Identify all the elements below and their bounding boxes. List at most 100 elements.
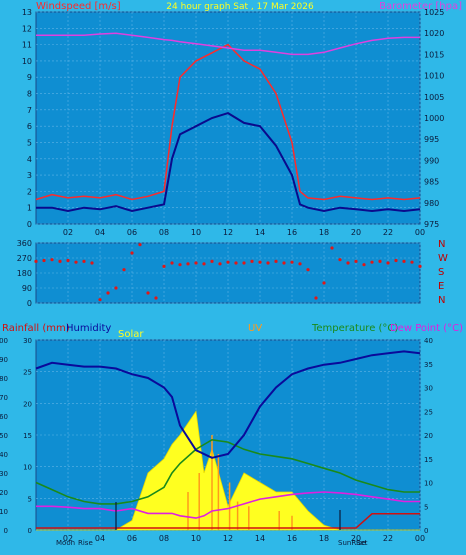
barometer-axis-label: Barometer [hpa] — [379, 1, 462, 12]
barometer-tick-label: 990 — [424, 156, 439, 165]
windspeed-tick-label: 3 — [27, 171, 32, 180]
windspeed-tick-label: 6 — [27, 122, 32, 131]
direction-point — [258, 260, 262, 264]
rainfall-tick-label: 20 — [0, 489, 8, 497]
rainfall-tick-label: 70 — [0, 394, 8, 402]
direction-point — [234, 261, 238, 265]
x-tick-label: 18 — [319, 534, 329, 543]
barometer-tick-label: 1020 — [424, 29, 444, 38]
direction-point — [282, 261, 286, 265]
direction-tick-label: 0 — [27, 299, 32, 308]
x-tick-label: 16 — [287, 228, 297, 237]
sun-moon-label: Rise — [78, 539, 93, 547]
direction-point — [122, 268, 126, 272]
x-tick-label: 20 — [351, 228, 361, 237]
x-tick-label: 04 — [95, 534, 105, 543]
rainfall-tick-label: 100 — [0, 337, 8, 345]
sun-moon-label: Set — [356, 539, 368, 547]
direction-point — [378, 259, 382, 263]
direction-point — [290, 260, 294, 264]
solar-area — [36, 410, 420, 531]
x-tick-label: 06 — [127, 228, 137, 237]
x-tick-label: 08 — [159, 228, 169, 237]
sun-moon-label: Moon — [56, 539, 75, 547]
direction-point — [66, 258, 70, 263]
windspeed-tick-label: 10 — [22, 57, 32, 66]
direction-point — [170, 261, 174, 265]
humidity-tick-label: 5 — [28, 495, 32, 503]
x-tick-label: 02 — [63, 534, 73, 543]
direction-point — [202, 262, 206, 266]
rainfall-axis-label: Rainfall (mm) — [2, 323, 70, 334]
rainfall-tick-label: 10 — [0, 508, 8, 516]
direction-point — [346, 261, 350, 265]
barometer-tick-label: 985 — [424, 178, 439, 187]
direction-point — [130, 251, 134, 255]
humidity-tick-label: 25 — [23, 369, 32, 377]
direction-point — [354, 259, 358, 263]
direction-point — [386, 261, 390, 265]
average-line — [36, 112, 421, 213]
temperature-tick-label: 0 — [424, 527, 428, 535]
humidity-line — [35, 350, 421, 459]
temperature-tick-label: 30 — [424, 385, 433, 393]
temperature-tick-label: 25 — [424, 408, 433, 416]
direction-point — [218, 262, 222, 266]
direction-point — [210, 259, 214, 263]
windspeed-tick-label: 9 — [27, 73, 32, 82]
barometer-tick-label: 1010 — [424, 72, 444, 81]
direction-point — [98, 298, 102, 302]
windspeed-tick-label: 11 — [22, 41, 32, 50]
direction-point — [250, 259, 254, 263]
direction-point — [90, 261, 94, 265]
uv-label: UV — [248, 323, 262, 334]
x-tick-label: 10 — [191, 228, 201, 237]
windspeed-tick-label: 0 — [27, 220, 32, 229]
temperature-tick-label: 10 — [424, 480, 433, 488]
direction-tick-label: 90 — [22, 284, 32, 293]
direction-point — [226, 260, 230, 264]
direction-point — [370, 260, 374, 264]
direction-point — [178, 263, 182, 267]
direction-point — [106, 291, 110, 295]
temperature-tick-label: 5 — [424, 503, 428, 511]
x-tick-label: 10 — [191, 534, 201, 543]
barometer-tick-label: 995 — [424, 135, 439, 144]
x-tick-label: 12 — [223, 228, 233, 237]
windspeed-tick-label: 4 — [27, 155, 32, 164]
x-tick-label: 02 — [63, 228, 73, 237]
x-tick-label: 00 — [415, 534, 425, 543]
direction-point — [42, 258, 46, 263]
rainfall-tick-label: 0 — [4, 527, 8, 535]
direction-point — [322, 281, 326, 285]
windspeed-tick-label: 5 — [27, 138, 32, 147]
rain-line — [36, 513, 420, 529]
rainfall-tick-label: 60 — [0, 413, 8, 421]
direction-point — [162, 264, 166, 268]
x-tick-label: 16 — [287, 534, 297, 543]
direction-point — [58, 259, 62, 263]
direction-tick-label: 360 — [17, 239, 32, 248]
weather-chart-marks: 02 04 06 08 10 12 14 16 18 20 22 000102030405060708… — [0, 337, 433, 547]
dewpoint-label: Dew Point (°C) — [390, 323, 463, 334]
direction-point — [114, 286, 118, 290]
windspeed-tick-label: 1 — [27, 204, 32, 213]
windspeed-tick-label: 7 — [27, 106, 32, 115]
direction-point — [306, 268, 310, 272]
rainfall-tick-label: 80 — [0, 375, 8, 383]
temperature-tick-label: 15 — [424, 456, 433, 464]
direction-point — [402, 259, 406, 263]
direction-point — [298, 262, 302, 266]
rainfall-tick-label: 90 — [0, 356, 8, 364]
x-tick-label: 06 — [127, 534, 137, 543]
direction-point — [338, 258, 342, 262]
barometer-line — [36, 32, 420, 56]
direction-point — [274, 259, 278, 263]
temperature-line — [35, 438, 420, 505]
dewpoint-line — [36, 491, 420, 519]
direction-point — [138, 243, 142, 247]
humidity-tick-label: 20 — [23, 400, 32, 408]
direction-point — [242, 261, 246, 265]
compass-label: E — [438, 281, 444, 292]
